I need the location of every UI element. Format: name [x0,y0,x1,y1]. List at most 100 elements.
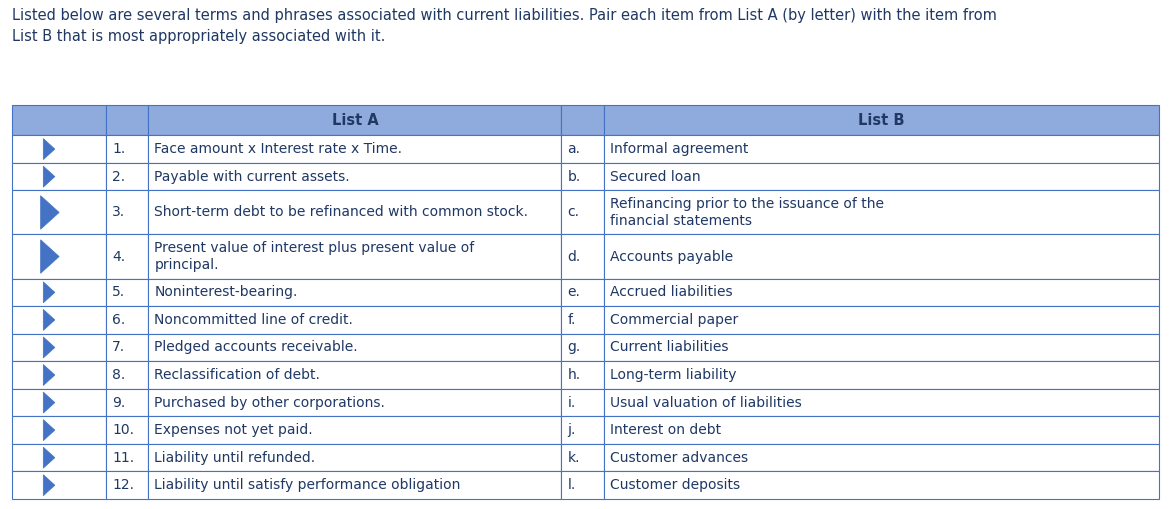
Text: Noninterest-bearing.: Noninterest-bearing. [155,286,297,299]
Bar [604,361,1159,389]
Bar [561,334,604,361]
Polygon shape [43,447,55,468]
Bar [107,105,149,135]
Bar [12,444,107,471]
Bar [12,389,107,416]
Bar [12,135,107,163]
Bar [561,416,604,444]
Text: Payable with current assets.: Payable with current assets. [155,169,350,184]
Text: 7.: 7. [112,341,125,354]
Bar [107,306,149,334]
Bar [12,471,107,499]
Bar [149,105,561,135]
Text: Interest on debt: Interest on debt [610,423,721,437]
Text: Secured loan: Secured loan [610,169,700,184]
Bar [604,471,1159,499]
Bar [561,444,604,471]
Bar [604,105,1159,135]
Bar [107,416,149,444]
Bar [12,105,107,135]
Text: List A: List A [331,112,378,128]
Bar [12,235,107,278]
Text: g.: g. [568,341,581,354]
Bar [149,235,561,278]
Polygon shape [43,364,55,385]
Bar [12,163,107,190]
Bar [561,190,604,235]
Text: l.: l. [568,478,576,492]
Bar [561,471,604,499]
Bar [561,389,604,416]
Polygon shape [43,337,55,358]
Text: f.: f. [568,313,576,327]
Bar [604,278,1159,306]
Bar [12,416,107,444]
Text: j.: j. [568,423,576,437]
Text: Liability until refunded.: Liability until refunded. [155,450,316,465]
Text: Pledged accounts receivable.: Pledged accounts receivable. [155,341,358,354]
Text: 8.: 8. [112,368,125,382]
Bar [604,190,1159,235]
Bar [107,190,149,235]
Text: c.: c. [568,206,580,219]
Text: Listed below are several terms and phrases associated with current liabilities. : Listed below are several terms and phras… [12,8,997,44]
Bar [561,361,604,389]
Text: i.: i. [568,395,576,410]
Polygon shape [43,282,55,303]
Bar [107,235,149,278]
Text: e.: e. [568,286,581,299]
Text: 1.: 1. [112,142,125,156]
Text: List B: List B [858,112,905,128]
Text: 10.: 10. [112,423,133,437]
Bar [561,278,604,306]
Bar [604,389,1159,416]
Text: 6.: 6. [112,313,125,327]
Bar [561,306,604,334]
Text: Customer advances: Customer advances [610,450,748,465]
Bar [149,163,561,190]
Text: 5.: 5. [112,286,125,299]
Bar [561,235,604,278]
Text: Noncommitted line of credit.: Noncommitted line of credit. [155,313,354,327]
Bar [149,306,561,334]
Bar [12,190,107,235]
Text: Long-term liability: Long-term liability [610,368,737,382]
Bar [561,135,604,163]
Polygon shape [43,419,55,441]
Text: Usual valuation of liabilities: Usual valuation of liabilities [610,395,802,410]
Text: Face amount x Interest rate x Time.: Face amount x Interest rate x Time. [155,142,403,156]
Bar [107,444,149,471]
Text: 3.: 3. [112,206,125,219]
Bar [107,361,149,389]
Text: 4.: 4. [112,249,125,264]
Bar [149,190,561,235]
Bar [107,471,149,499]
Polygon shape [43,392,55,413]
Bar [604,444,1159,471]
Bar [604,235,1159,278]
Bar [107,389,149,416]
Polygon shape [43,166,55,187]
Text: Purchased by other corporations.: Purchased by other corporations. [155,395,385,410]
Polygon shape [43,475,55,496]
Text: Customer deposits: Customer deposits [610,478,740,492]
Bar [149,471,561,499]
Bar [149,278,561,306]
Text: 2.: 2. [112,169,125,184]
Text: k.: k. [568,450,580,465]
Bar [12,334,107,361]
Bar [12,306,107,334]
Polygon shape [43,309,55,330]
Bar [149,135,561,163]
Text: Refinancing prior to the issuance of the
financial statements: Refinancing prior to the issuance of the… [610,196,884,229]
Bar [561,105,604,135]
Text: Liability until satisfy performance obligation: Liability until satisfy performance obli… [155,478,461,492]
Polygon shape [43,138,55,159]
Text: Accrued liabilities: Accrued liabilities [610,286,733,299]
Polygon shape [41,195,59,229]
Text: Current liabilities: Current liabilities [610,341,728,354]
Text: Commercial paper: Commercial paper [610,313,738,327]
Text: Short-term debt to be refinanced with common stock.: Short-term debt to be refinanced with co… [155,206,528,219]
Text: h.: h. [568,368,581,382]
Bar [604,416,1159,444]
